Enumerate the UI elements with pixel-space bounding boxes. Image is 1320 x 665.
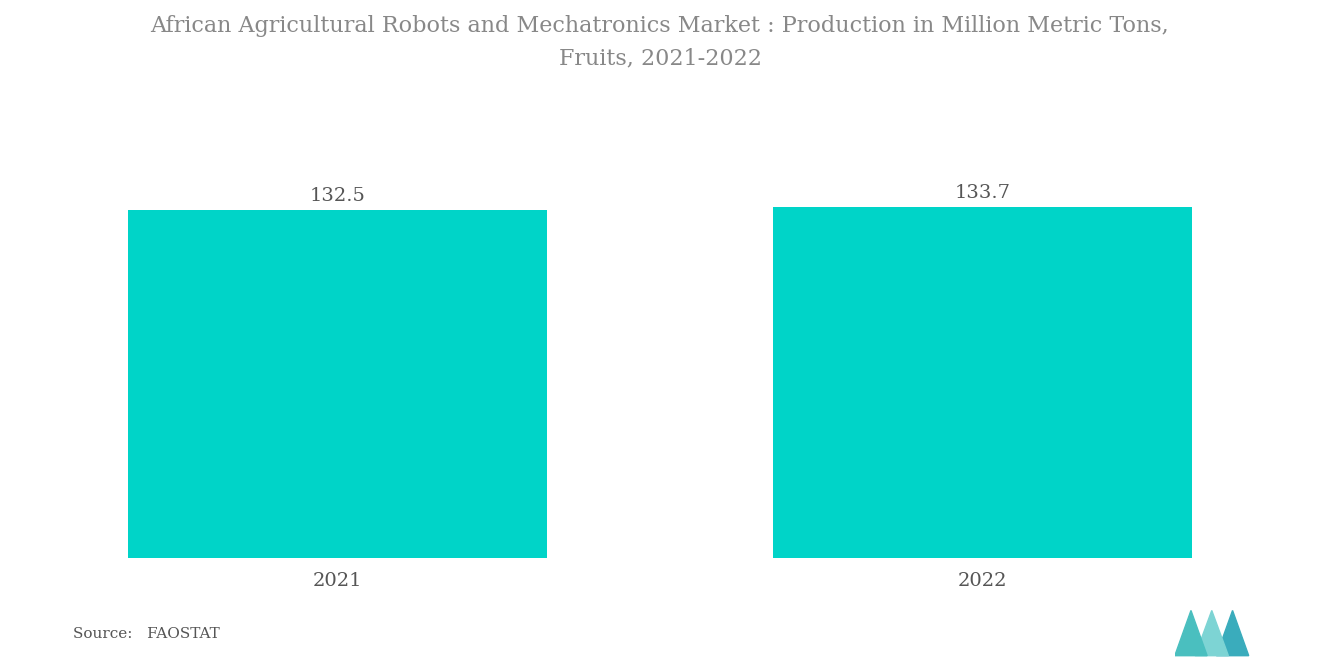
Text: 133.7: 133.7 <box>954 184 1011 202</box>
Polygon shape <box>1195 610 1229 656</box>
Text: Source:   FAOSTAT: Source: FAOSTAT <box>73 627 219 642</box>
Polygon shape <box>1217 610 1249 656</box>
Polygon shape <box>1175 610 1206 656</box>
Text: 132.5: 132.5 <box>310 188 366 205</box>
Title: African Agricultural Robots and Mechatronics Market : Production in Million Metr: African Agricultural Robots and Mechatro… <box>150 15 1170 69</box>
Bar <box>774 207 1192 558</box>
Bar <box>128 211 546 558</box>
